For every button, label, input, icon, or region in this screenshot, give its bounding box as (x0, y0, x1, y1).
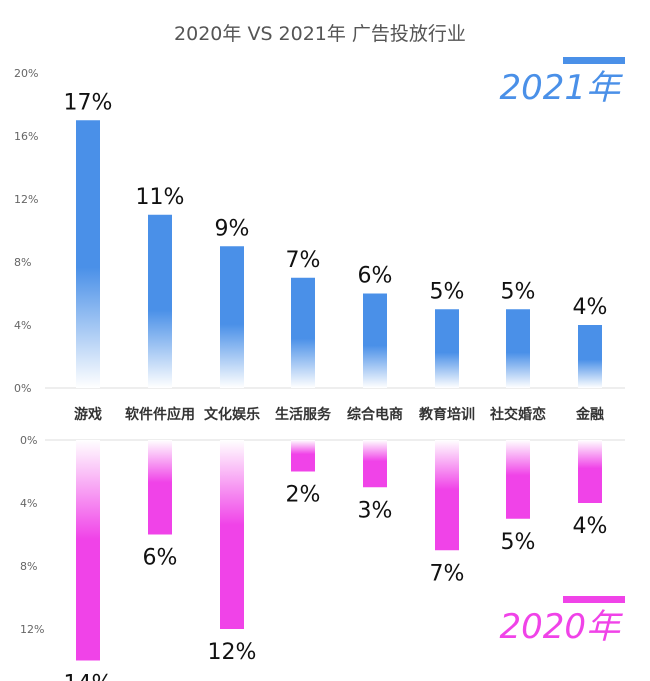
upper-tick-label: 16% (14, 130, 38, 143)
category-label: 社交婚恋 (489, 406, 546, 423)
bar-2021 (291, 277, 315, 388)
upper-tick-label: 8% (14, 256, 31, 269)
bar-2020-value-label: 2% (286, 483, 321, 508)
bar-2021 (578, 325, 602, 388)
bar-2020-value-label: 3% (358, 498, 393, 523)
bar-2020 (578, 440, 602, 503)
bar-2021-value-label: 9% (215, 216, 250, 241)
bar-2021-value-label: 11% (136, 185, 185, 210)
upper-tick-label: 20% (14, 67, 38, 80)
category-label: 金融 (575, 406, 604, 423)
bar-2021-value-label: 5% (501, 279, 536, 304)
bar-2020 (220, 440, 244, 629)
bar-2020 (435, 440, 459, 551)
bar-2020 (291, 440, 315, 472)
bar-2021-value-label: 6% (358, 264, 393, 289)
chart-title: 2020年 VS 2021年 广告投放行业 (174, 23, 466, 45)
lower-tick-label: 8% (20, 560, 37, 573)
bar-2021 (506, 309, 530, 388)
legend-2020-label: 2020年 (499, 607, 623, 647)
bar-2020-value-label: 4% (573, 514, 608, 539)
lower-tick-label: 4% (20, 497, 37, 510)
category-label: 文化娱乐 (204, 406, 260, 423)
lower-tick-label: 12% (20, 623, 44, 636)
lower-tick-label: 0% (20, 434, 37, 447)
upper-tick-label: 12% (14, 193, 38, 206)
category-label: 生活服务 (275, 406, 332, 423)
bar-2020 (76, 440, 100, 661)
legend-2020-swatch (563, 596, 625, 603)
bar-2021-value-label: 7% (286, 248, 321, 273)
bar-2021 (220, 246, 244, 388)
bar-2021 (148, 214, 172, 388)
bar-2021 (76, 120, 100, 388)
legend-2021-label: 2021年 (499, 68, 623, 108)
bar-2021-value-label: 5% (430, 279, 465, 304)
upper-tick-label: 4% (14, 319, 31, 332)
bar-2021 (363, 293, 387, 388)
bar-2020-value-label: 5% (501, 530, 536, 555)
category-label: 游戏 (74, 406, 102, 423)
category-label: 综合电商 (347, 406, 403, 423)
category-label: 教育培训 (419, 406, 475, 423)
legend-2021-swatch (563, 57, 625, 64)
bar-2021 (435, 309, 459, 388)
bar-2021-value-label: 4% (573, 295, 608, 320)
bar-2020-value-label: 7% (430, 561, 465, 586)
bar-2021-value-label: 17% (64, 90, 113, 115)
upper-tick-label: 0% (14, 382, 31, 395)
bar-2020 (363, 440, 387, 488)
bar-2020-value-label: 12% (208, 640, 257, 665)
bar-2020-value-label: 14% (64, 672, 113, 681)
bar-2020 (148, 440, 172, 535)
category-label: 软件件应用 (125, 406, 195, 423)
bar-2020-value-label: 6% (143, 546, 178, 571)
bar-2020 (506, 440, 530, 519)
